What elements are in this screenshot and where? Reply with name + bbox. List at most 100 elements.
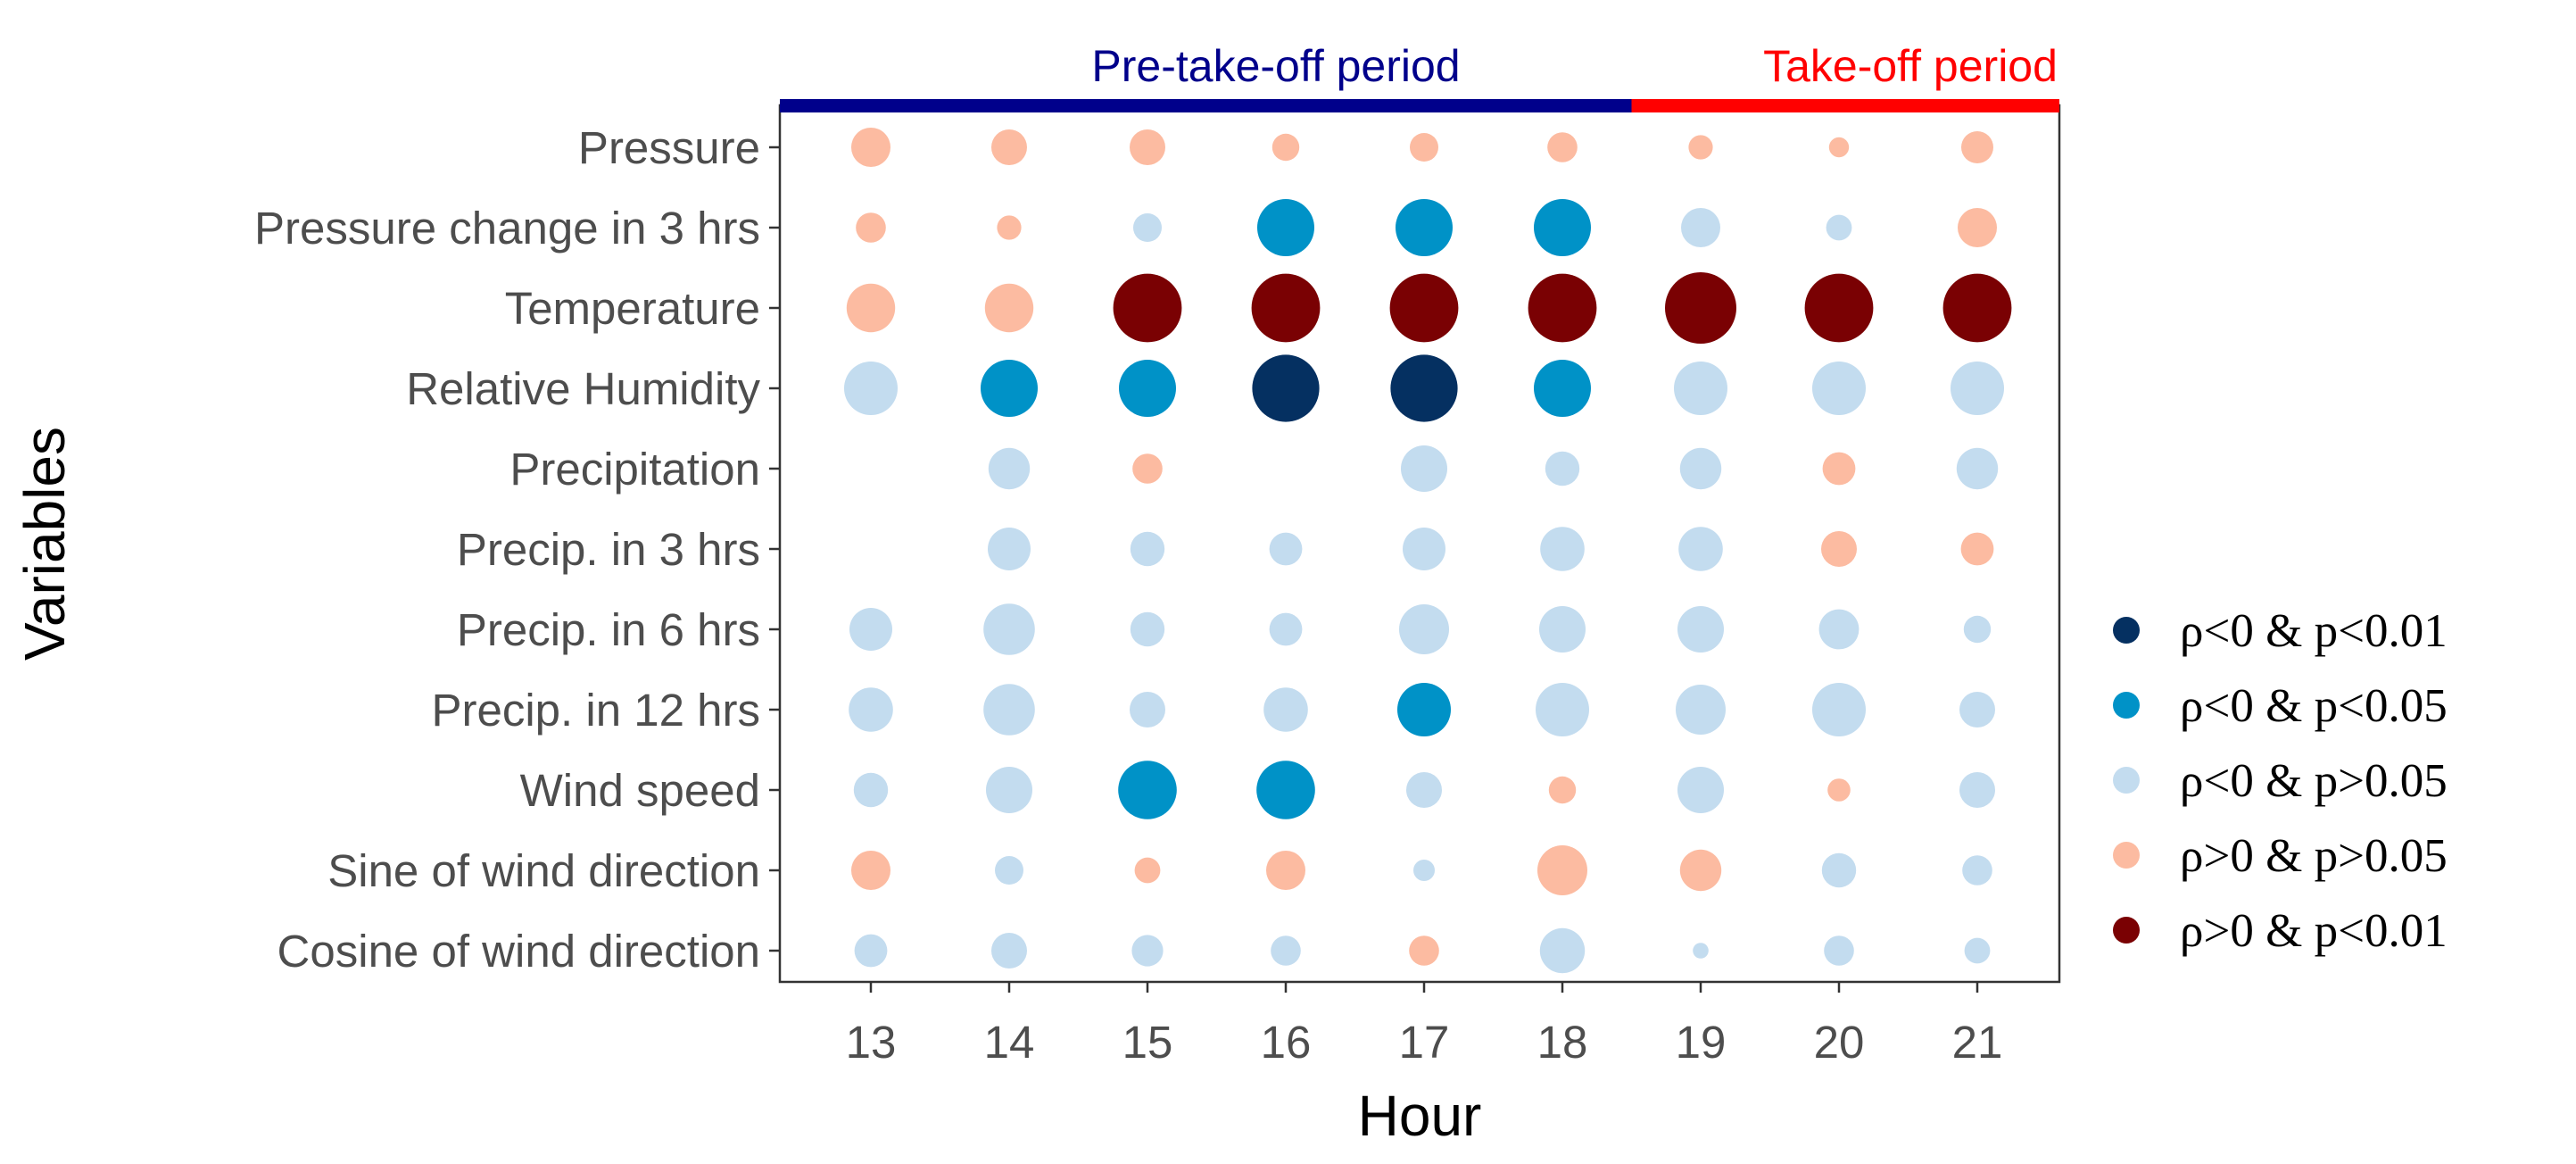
bubble <box>849 687 893 732</box>
bubble <box>1257 199 1314 256</box>
bubble <box>1401 445 1447 492</box>
y-axis-title: Variables <box>12 427 77 661</box>
period-label: Take-off period <box>1763 41 2058 91</box>
bubble <box>1536 683 1589 736</box>
bubble <box>1547 132 1578 162</box>
bubble <box>1528 273 1597 343</box>
bubble <box>1548 776 1577 804</box>
legend-key <box>2113 617 2140 644</box>
bubble <box>1406 772 1442 808</box>
bubble <box>1113 273 1182 343</box>
bubble <box>1679 849 1722 892</box>
bubble <box>1959 772 1995 808</box>
bubble <box>1826 214 1852 241</box>
y-tick-label: Precip. in 12 hrs <box>431 685 760 736</box>
period-bar <box>780 99 1632 112</box>
bubble <box>1665 272 1736 344</box>
bubble <box>1828 137 1850 158</box>
legend-key <box>2113 767 2140 794</box>
bubble <box>856 212 886 243</box>
x-tick-label: 20 <box>1814 1017 1865 1068</box>
bubble <box>1118 761 1177 819</box>
bubble <box>1821 852 1857 888</box>
period-bars: Pre-take-off period Take-off period <box>780 41 2059 112</box>
bubble <box>1130 531 1165 567</box>
bubble <box>846 283 896 333</box>
bubble <box>1251 273 1321 343</box>
x-tick-label: 19 <box>1676 1017 1727 1068</box>
bubble <box>984 283 1034 333</box>
bubble <box>1132 453 1163 484</box>
bubble <box>1130 129 1165 165</box>
bubble <box>1271 133 1300 162</box>
x-tick-label: 18 <box>1537 1017 1588 1068</box>
bubble <box>1389 273 1459 343</box>
bubble <box>1818 609 1860 650</box>
bubble <box>991 933 1027 969</box>
x-tick-label: 17 <box>1399 1017 1450 1068</box>
y-tick-label: Precip. in 3 hrs <box>457 524 760 575</box>
legend-label: ρ<0 & p<0.01 <box>2180 605 2448 657</box>
bubble <box>988 528 1031 570</box>
bubble <box>1674 362 1727 415</box>
bubble <box>1133 213 1162 242</box>
y-tick-label: Precipitation <box>509 444 760 495</box>
bubble <box>1822 452 1856 486</box>
y-tick-label: Pressure <box>578 122 760 173</box>
legend: ρ<0 & p<0.01 ρ<0 & p<0.05 ρ<0 & p>0.05 ρ>0 … <box>2113 605 2448 957</box>
bubble <box>1131 935 1164 967</box>
bubble <box>995 856 1023 885</box>
bubble <box>1827 778 1851 802</box>
bubble <box>1812 683 1866 736</box>
y-tick-label: Relative Humidity <box>406 363 760 414</box>
bubble <box>1812 362 1866 415</box>
bubble <box>983 684 1035 736</box>
legend-label: ρ<0 & p<0.05 <box>2180 680 2448 732</box>
bubble <box>1271 935 1301 966</box>
bubble <box>1958 208 1997 247</box>
bubble <box>1413 860 1435 881</box>
bubble <box>1804 273 1874 343</box>
bubble <box>1390 354 1458 422</box>
bubble <box>1534 199 1591 256</box>
bubble <box>1693 943 1709 959</box>
legend-label: ρ>0 & p>0.05 <box>2180 830 2448 882</box>
bubble <box>1537 845 1587 895</box>
x-tick-label: 13 <box>846 1017 897 1068</box>
bubble <box>1269 612 1303 646</box>
bubble <box>1942 273 2012 343</box>
y-tick-label: Temperature <box>505 283 760 334</box>
bubble <box>1821 531 1857 567</box>
bubble <box>1540 527 1585 571</box>
bubble <box>1134 857 1161 884</box>
period-bar <box>1631 99 2059 112</box>
legend-label: ρ>0 & p<0.01 <box>2180 905 2448 957</box>
bubble <box>854 934 888 968</box>
bubble <box>1396 199 1453 256</box>
bubble <box>844 362 898 415</box>
bubble <box>1679 447 1722 490</box>
bubble <box>1269 532 1303 566</box>
bubble <box>1263 687 1308 732</box>
bubble <box>1539 606 1586 653</box>
bubble <box>1681 208 1720 247</box>
bubble <box>1266 851 1305 890</box>
bubble <box>1410 133 1438 162</box>
bubble <box>1959 692 1995 728</box>
bubble <box>983 603 1035 655</box>
bubble <box>853 772 889 808</box>
y-tick-label: Sine of wind direction <box>327 845 760 896</box>
legend-key <box>2113 917 2140 944</box>
bubble <box>1539 927 1586 974</box>
bubble <box>1252 354 1320 422</box>
bubble <box>1677 606 1724 653</box>
bubbles <box>844 128 2012 974</box>
x-axis-title: Hour <box>1358 1084 1482 1148</box>
bubble <box>1677 767 1724 813</box>
bubble <box>1676 685 1726 735</box>
x-tick-label: 15 <box>1122 1017 1173 1068</box>
legend-label: ρ<0 & p>0.05 <box>2180 755 2448 807</box>
bubble <box>1397 683 1451 736</box>
bubble <box>1824 935 1854 966</box>
bubble <box>1960 532 1994 566</box>
